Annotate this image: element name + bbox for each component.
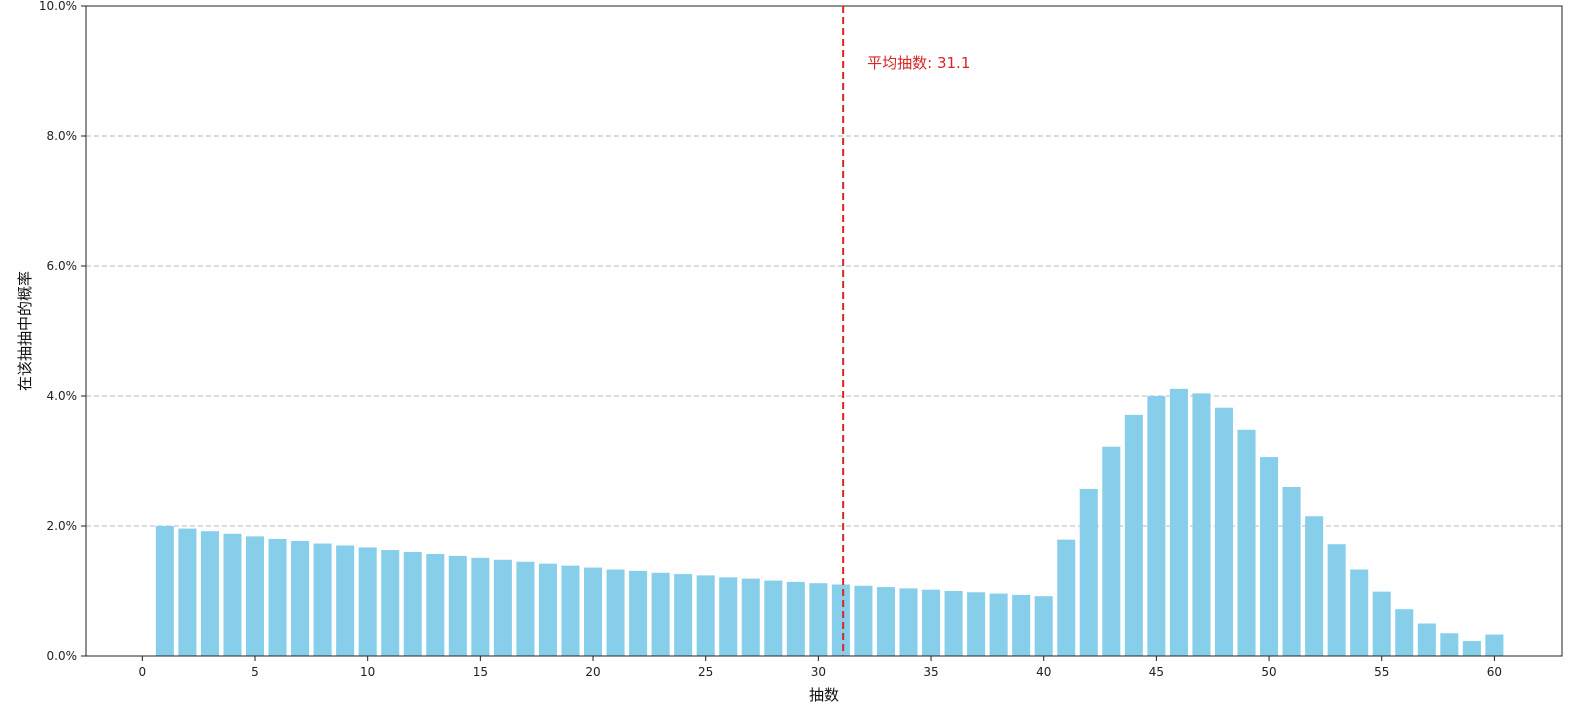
x-tick-label-50: 50 xyxy=(1261,665,1276,679)
bar-53 xyxy=(1327,544,1346,656)
y-axis-title: 在该抽抽中的概率 xyxy=(16,271,34,391)
bar-15 xyxy=(471,557,490,656)
bar-23 xyxy=(651,572,670,656)
bar-11 xyxy=(381,550,400,656)
x-tick-label-55: 55 xyxy=(1374,665,1389,679)
y-tick-label-4: 4.0% xyxy=(47,389,78,403)
bar-26 xyxy=(719,577,738,656)
axes: 0 5 10 15 20 25 30 35 40 45 50 55 60 0.0% 2.0% 4.0% 6.0%… xyxy=(39,0,1563,679)
bar-50 xyxy=(1260,457,1279,656)
bar-2 xyxy=(178,528,197,656)
bar-31 xyxy=(831,584,850,656)
x-tick-label-10: 10 xyxy=(360,665,375,679)
x-tick-label-25: 25 xyxy=(698,665,713,679)
bar-27 xyxy=(741,578,760,656)
bar-5 xyxy=(245,536,265,656)
x-tick-label-45: 45 xyxy=(1149,665,1164,679)
bar-7 xyxy=(291,540,310,656)
x-tick-label-20: 20 xyxy=(585,665,600,679)
x-tick-label-35: 35 xyxy=(923,665,938,679)
y-tick-label-8: 8.0% xyxy=(47,129,78,143)
bar-47 xyxy=(1192,393,1211,656)
bar-36 xyxy=(944,591,963,656)
bar-41 xyxy=(1057,539,1076,656)
x-tick-label-40: 40 xyxy=(1036,665,1051,679)
grid-lines xyxy=(86,135,1562,527)
x-tick-label-30: 30 xyxy=(811,665,826,679)
bar-12 xyxy=(403,552,422,656)
x-tick-label-0: 0 xyxy=(139,665,147,679)
bar-24 xyxy=(674,574,693,656)
bar-57 xyxy=(1417,623,1436,656)
bar-32 xyxy=(854,585,873,656)
x-axis-title: 抽数 xyxy=(809,686,839,704)
bar-34 xyxy=(899,588,918,656)
bars xyxy=(155,388,1504,656)
bar-29 xyxy=(786,581,805,656)
bar-19 xyxy=(561,565,580,656)
bar-51 xyxy=(1282,487,1301,656)
bar-22 xyxy=(629,570,648,656)
bar-1 xyxy=(155,526,174,656)
y-tick-label-6: 6.0% xyxy=(47,259,78,273)
bar-45 xyxy=(1147,396,1166,656)
bar-54 xyxy=(1350,569,1369,656)
bar-25 xyxy=(696,575,715,656)
bar-28 xyxy=(764,580,783,656)
bar-38 xyxy=(989,593,1008,656)
bar-8 xyxy=(313,543,332,656)
bar-10 xyxy=(358,547,377,656)
bar-16 xyxy=(493,559,512,656)
x-tick-label-60: 60 xyxy=(1487,665,1502,679)
bar-60 xyxy=(1485,634,1504,656)
bar-9 xyxy=(336,545,355,656)
bar-18 xyxy=(538,563,557,656)
bar-39 xyxy=(1012,594,1031,656)
bar-30 xyxy=(809,583,828,656)
y-tick-label-0: 0.0% xyxy=(47,649,78,663)
x-tick-label-5: 5 xyxy=(251,665,259,679)
bar-33 xyxy=(876,587,895,656)
bar-14 xyxy=(448,555,467,656)
bar-46 xyxy=(1169,388,1188,656)
bar-40 xyxy=(1034,596,1053,656)
bar-56 xyxy=(1395,609,1414,656)
plot-frame xyxy=(85,5,1563,657)
bar-42 xyxy=(1079,488,1098,656)
bar-59 xyxy=(1462,641,1481,656)
bar-4 xyxy=(223,533,242,656)
bar-13 xyxy=(426,553,445,656)
bar-58 xyxy=(1440,633,1459,656)
x-tick-label-15: 15 xyxy=(473,665,488,679)
bar-37 xyxy=(967,592,986,656)
bar-21 xyxy=(606,569,625,656)
bar-20 xyxy=(584,567,603,656)
y-tick-label-10: 10.0% xyxy=(39,0,77,13)
mean-line-label: 平均抽数: 31.1 xyxy=(867,54,970,72)
y-tick-label-2: 2.0% xyxy=(47,519,78,533)
bar-49 xyxy=(1237,429,1256,656)
bar-35 xyxy=(922,589,941,656)
mean-line-group: 平均抽数: 31.1 xyxy=(842,6,970,656)
bar-43 xyxy=(1102,446,1121,656)
bar-17 xyxy=(516,561,535,656)
bar-3 xyxy=(200,531,219,656)
bar-52 xyxy=(1305,516,1324,656)
bar-55 xyxy=(1372,591,1391,656)
bar-44 xyxy=(1124,414,1143,656)
bar-48 xyxy=(1214,407,1233,656)
bar-6 xyxy=(268,539,287,656)
